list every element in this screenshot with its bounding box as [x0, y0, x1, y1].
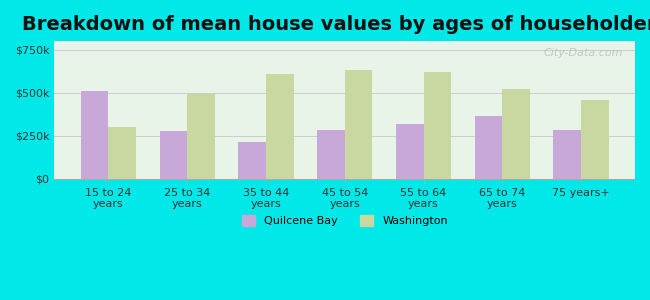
- Bar: [344, 70, 372, 178]
- Bar: [317, 130, 344, 178]
- Bar: [554, 130, 581, 178]
- Bar: [266, 74, 294, 178]
- Bar: [396, 124, 424, 178]
- Bar: [581, 100, 608, 178]
- Legend: Quilcene Bay, Washington: Quilcene Bay, Washington: [237, 210, 452, 231]
- Bar: [474, 116, 502, 178]
- Bar: [187, 94, 214, 178]
- Bar: [424, 72, 451, 178]
- Bar: [81, 91, 109, 178]
- Bar: [239, 142, 266, 178]
- Bar: [502, 89, 530, 178]
- Bar: [160, 131, 187, 178]
- Bar: [109, 127, 136, 178]
- Title: Breakdown of mean house values by ages of householders: Breakdown of mean house values by ages o…: [21, 15, 650, 34]
- Text: City-Data.com: City-Data.com: [544, 48, 623, 58]
